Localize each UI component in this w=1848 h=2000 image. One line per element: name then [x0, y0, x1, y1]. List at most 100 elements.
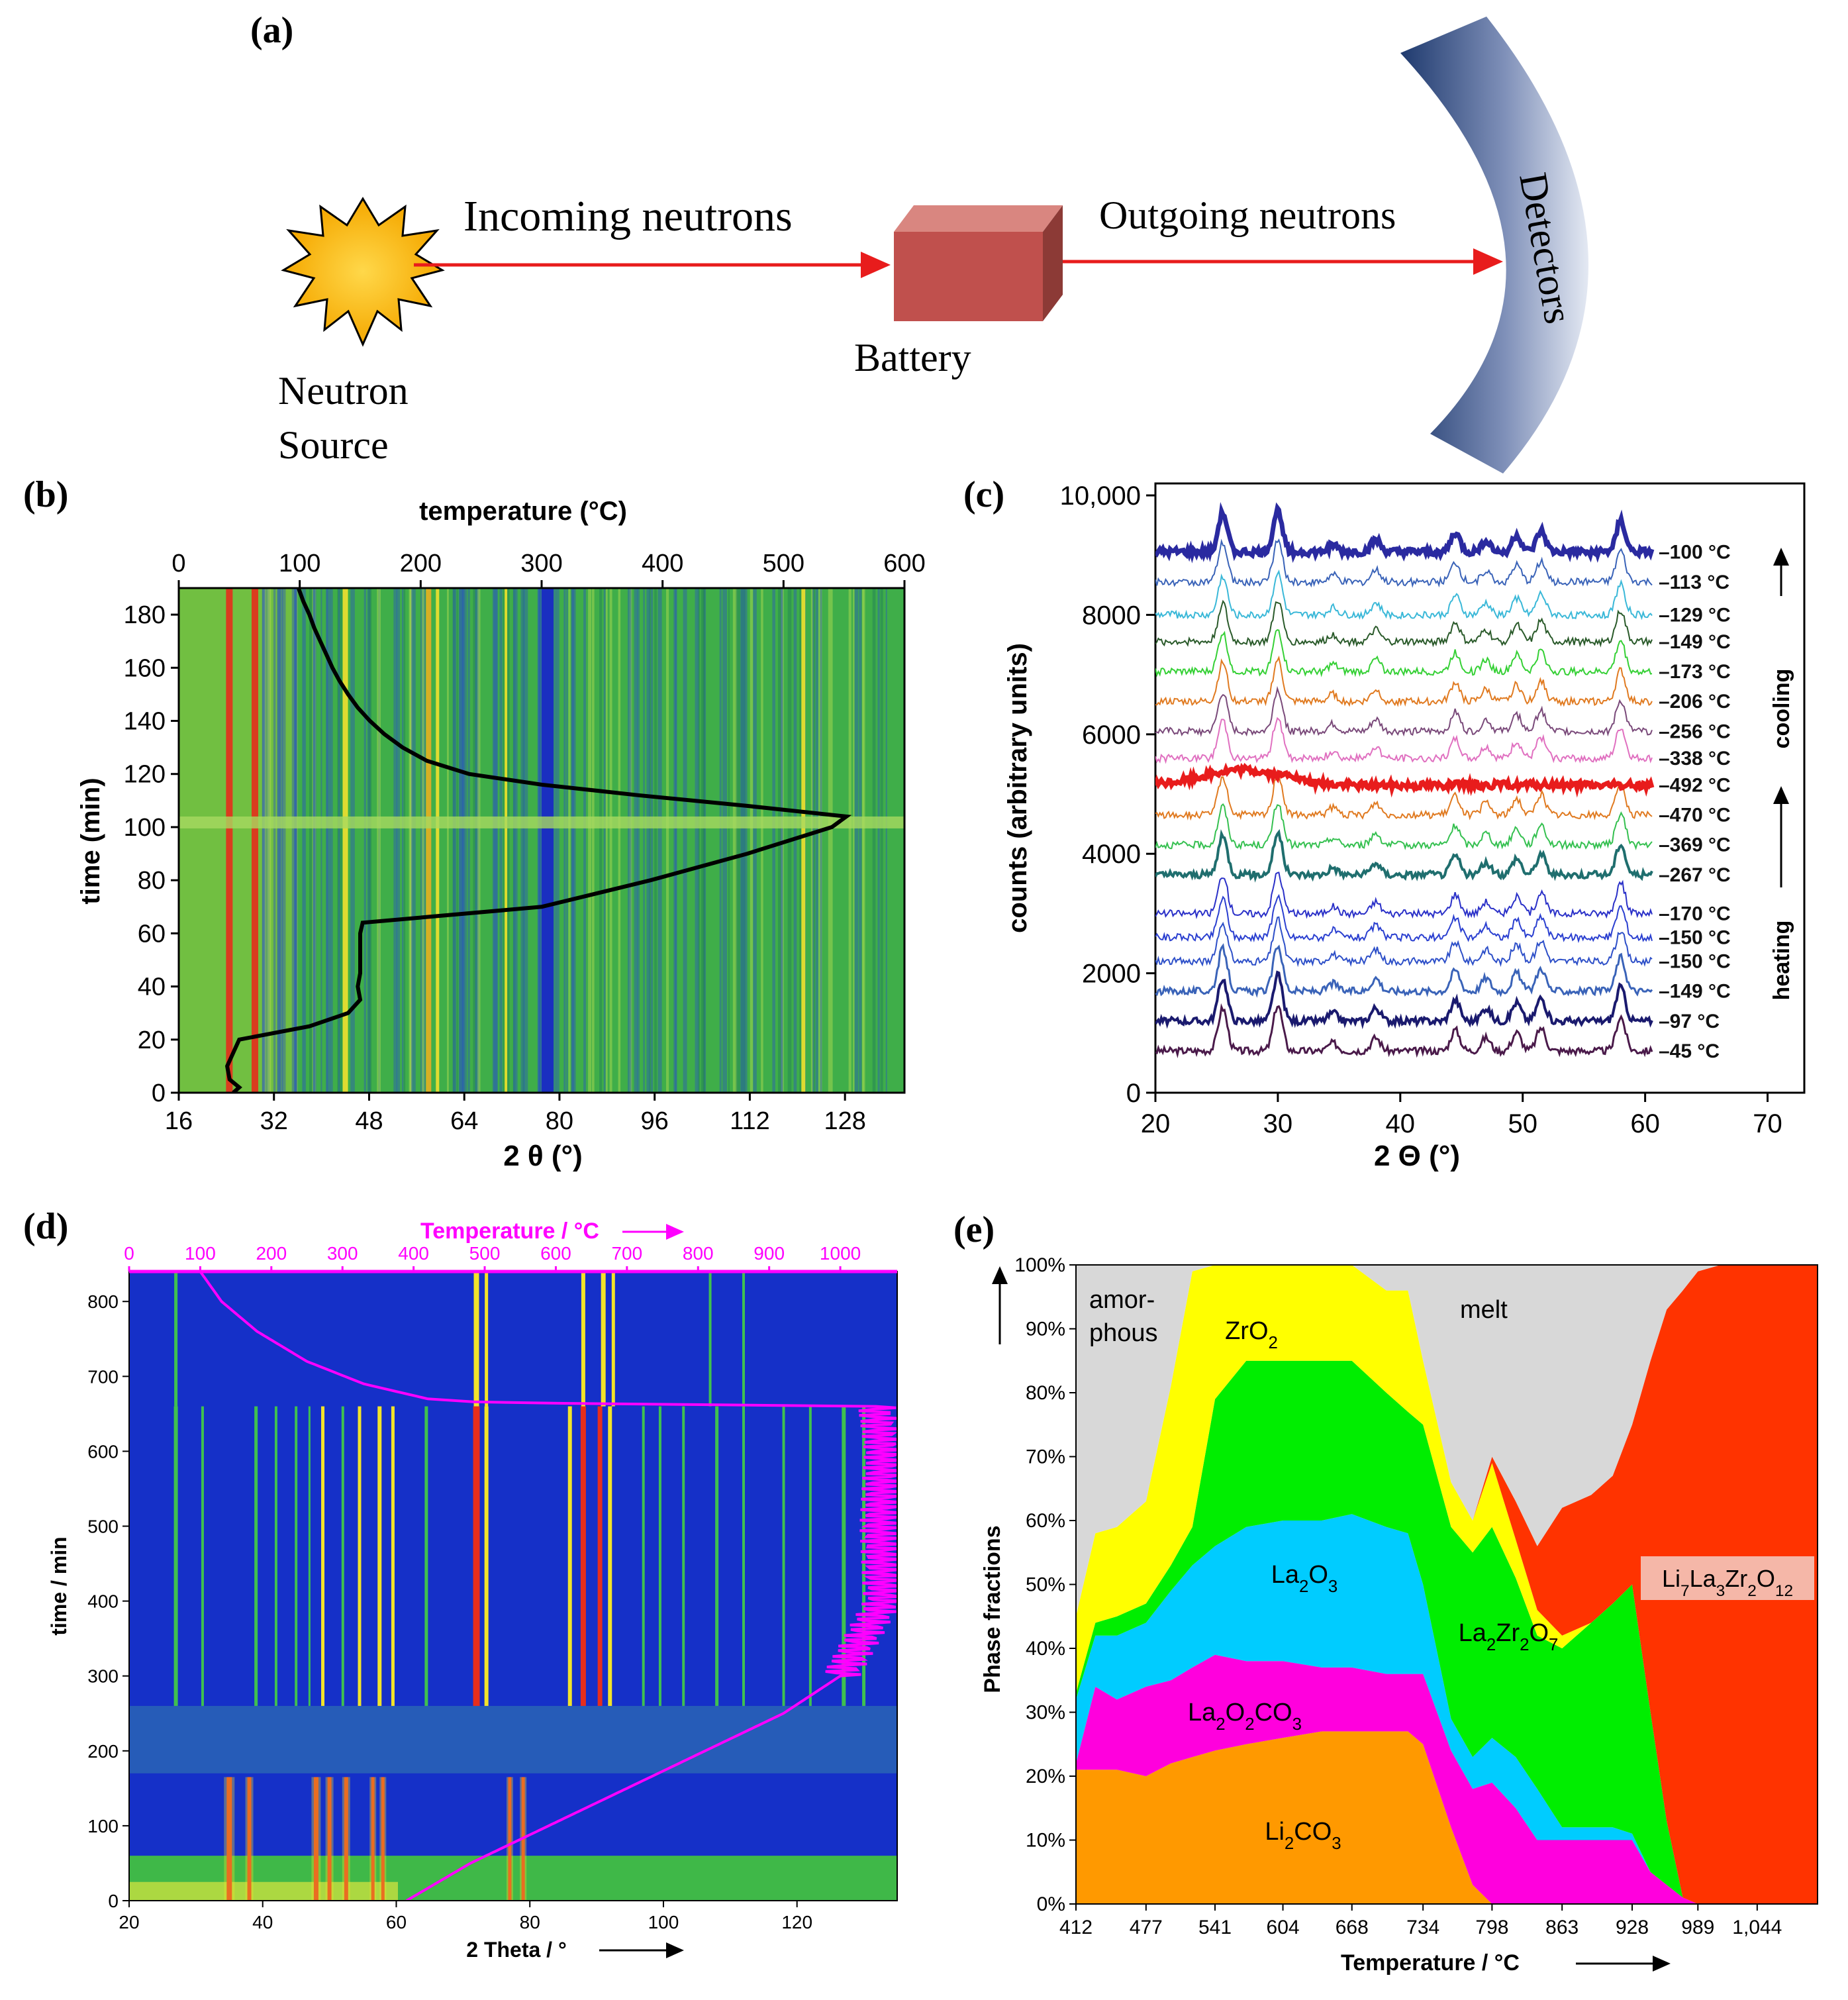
formula-part: ZrO — [1225, 1317, 1268, 1345]
phase-label-llzo: Li7La3Zr2O12 — [1662, 1565, 1793, 1600]
x-tick-label: 128 — [824, 1107, 865, 1135]
phase-area — [1076, 1731, 1818, 1904]
y-tick-label: 70% — [1026, 1446, 1065, 1468]
llzo-label-box — [1641, 1556, 1814, 1600]
y-tick-label: 500 — [87, 1517, 119, 1537]
heatmap-band — [129, 1705, 897, 1774]
diffraction-line — [782, 1406, 785, 1706]
diffraction-line — [254, 1406, 258, 1706]
heatmap-streak — [273, 588, 276, 1093]
series-label: –470 °C — [1659, 805, 1731, 826]
heatmap-streak — [262, 588, 266, 1093]
formula-part: La — [1690, 1565, 1717, 1592]
chart-c-ylabel: counts (arbitrary units) — [1003, 643, 1032, 933]
diffraction-line — [473, 1406, 480, 1706]
heatmap-streak — [421, 588, 425, 1093]
series-line — [1155, 872, 1653, 919]
y-tick-label: 120 — [124, 761, 166, 789]
heatmap-streak — [566, 588, 568, 1093]
heatmap-streak — [673, 588, 677, 1093]
heatmap-streak — [848, 588, 851, 1093]
heatmap-streak — [294, 588, 298, 1093]
diffraction-line — [808, 1406, 812, 1706]
top-tick-label: 300 — [327, 1243, 358, 1264]
panel-b: (b) temperature (°C) 16 32 48 64 80 96 112 128 0… — [23, 474, 926, 1172]
y-tick-label: 300 — [87, 1666, 119, 1687]
heatmap-streak — [492, 588, 497, 1093]
formula-part: Zr — [1725, 1565, 1747, 1592]
heatmap-streak — [410, 588, 413, 1093]
heatmap-streak — [506, 588, 510, 1093]
heatmap-streak — [350, 588, 355, 1093]
battery-icon — [894, 205, 1063, 321]
series-label: –256 °C — [1659, 721, 1731, 742]
diffraction-line — [426, 588, 432, 1093]
series-label: –97 °C — [1659, 1011, 1720, 1032]
heatmap-streak — [302, 588, 305, 1093]
top-tick-label: 0 — [124, 1243, 134, 1264]
diffraction-line — [708, 1272, 712, 1407]
diffraction-line — [251, 588, 258, 1093]
heatmap-streak — [877, 588, 880, 1093]
detectors-icon — [1400, 17, 1589, 474]
heatmap-streak — [420, 588, 422, 1093]
formula-part: La — [1188, 1699, 1216, 1726]
heatmap-streak — [885, 588, 887, 1093]
series-line — [1155, 803, 1653, 850]
heatmap-streak — [753, 588, 757, 1093]
diffraction-line — [436, 588, 440, 1093]
heatmap-streak — [326, 588, 330, 1093]
formula-part: 7 — [1680, 1582, 1690, 1600]
battery-label: Battery — [854, 336, 971, 379]
x-tick-label: 120 — [781, 1912, 812, 1932]
heatmap-streak — [279, 588, 283, 1093]
diffraction-line — [608, 1406, 612, 1706]
diffraction-line — [506, 1777, 513, 1901]
diffraction-line — [358, 1406, 362, 1706]
series-label: –149 °C — [1659, 981, 1731, 1003]
formula-part: O — [1757, 1565, 1775, 1592]
diffraction-line — [381, 1777, 385, 1901]
heatmap-streak — [781, 588, 783, 1093]
heatmap-streak — [396, 588, 401, 1093]
top-tick-label: 600 — [540, 1243, 571, 1264]
formula-part: 3 — [1716, 1582, 1726, 1600]
heatmap-streak — [697, 588, 701, 1093]
heatmap-streak — [665, 588, 669, 1093]
diffraction-line — [379, 1777, 387, 1901]
heatmap-streak — [740, 588, 746, 1093]
formula-part: 2 — [1245, 1715, 1254, 1734]
heatmap-streak — [295, 588, 297, 1093]
y-tick-label: 60% — [1026, 1510, 1065, 1532]
y-tick-label: 160 — [124, 654, 166, 682]
series-line — [1155, 538, 1653, 588]
x-tick-label: 798 — [1475, 1917, 1508, 1938]
phase-area — [1076, 1265, 1818, 1617]
heatmap-streak — [409, 588, 413, 1093]
diffraction-line — [597, 1406, 603, 1706]
diffraction-line — [247, 1777, 252, 1901]
formula-part: 3 — [1332, 1834, 1341, 1853]
top-tick-label: 600 — [883, 550, 925, 577]
heatmap-streak — [828, 588, 833, 1093]
heatmap-streak — [367, 588, 371, 1093]
heatmap-streak — [880, 588, 883, 1093]
heatmap-band — [129, 1881, 398, 1901]
x-tick-label: 541 — [1198, 1917, 1232, 1938]
heatmap-streak — [462, 588, 465, 1093]
y-tick-label: 40 — [138, 974, 166, 1001]
phase-label-la2o3: La2O3 — [1271, 1561, 1338, 1596]
heatmap-background — [129, 1272, 897, 1901]
heatmap-streak — [313, 588, 315, 1093]
heatmap-streak — [542, 588, 554, 1093]
formula-part: 2 — [1269, 1334, 1278, 1352]
heatmap-streak — [683, 588, 687, 1093]
x-tick-label: 64 — [450, 1107, 478, 1135]
heatmap-streak — [629, 588, 632, 1093]
series-label: –113 °C — [1659, 572, 1729, 593]
formula-part: O — [1226, 1699, 1245, 1726]
heatmap-streak — [583, 588, 586, 1093]
formula-part: 3 — [1328, 1577, 1337, 1596]
top-tick-label: 100 — [185, 1243, 216, 1264]
